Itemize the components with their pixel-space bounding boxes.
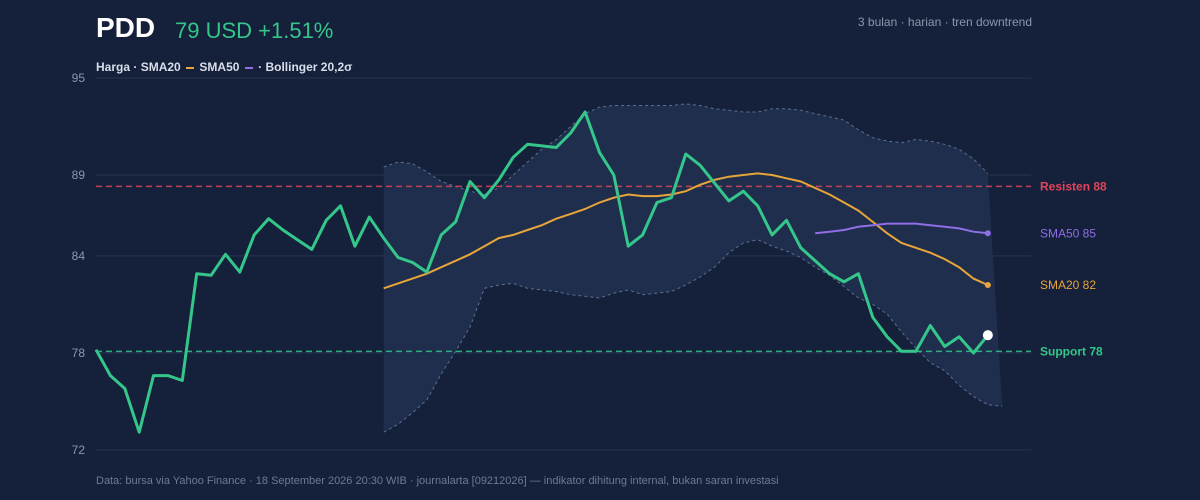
sma20-end-label: SMA20 82 <box>1040 278 1096 292</box>
price-change: 79 USD +1.51% <box>175 18 334 43</box>
period-note: 3 bulan · harian · tren downtrend <box>857 15 1032 29</box>
y-tick-label: 89 <box>72 168 86 182</box>
legend-bollinger: Bollinger 20,2σ <box>265 60 353 74</box>
bollinger-lower-line <box>383 239 1003 433</box>
resistance-label: Resisten 88 <box>1040 179 1107 193</box>
support-label: Support 78 <box>1040 344 1103 358</box>
sma50-end-label: SMA50 85 <box>1040 226 1096 240</box>
sma20-line <box>383 172 989 290</box>
y-tick-label: 95 <box>72 71 86 85</box>
legend: Harga · SMA20 SMA50 · Bollinger 20,2σ <box>96 60 352 74</box>
legend-separator: · <box>133 60 141 74</box>
legend-bollinger-swatch <box>244 66 253 69</box>
y-tick-label: 72 <box>72 443 86 457</box>
sma50-end-dot <box>984 230 991 237</box>
legend-sma20: SMA20 <box>140 60 181 74</box>
bollinger-band-fill <box>383 103 1003 433</box>
legend-sma50: SMA50 <box>199 60 240 74</box>
legend-harga: Harga <box>96 60 131 74</box>
y-tick-label: 84 <box>72 249 86 263</box>
legend-separator-2: · <box>258 60 266 74</box>
sma50-line <box>815 222 988 235</box>
y-tick-label: 78 <box>72 346 86 360</box>
sma20-end-dot <box>984 282 991 289</box>
bollinger-upper-line <box>383 103 989 196</box>
footer-source: Data: bursa via Yahoo Finance · 18 Septe… <box>96 475 779 487</box>
legend-sma50-swatch <box>186 66 195 69</box>
ticker-symbol: PDD <box>96 12 156 43</box>
price-line <box>94 110 989 434</box>
price-end-dot <box>982 330 993 341</box>
